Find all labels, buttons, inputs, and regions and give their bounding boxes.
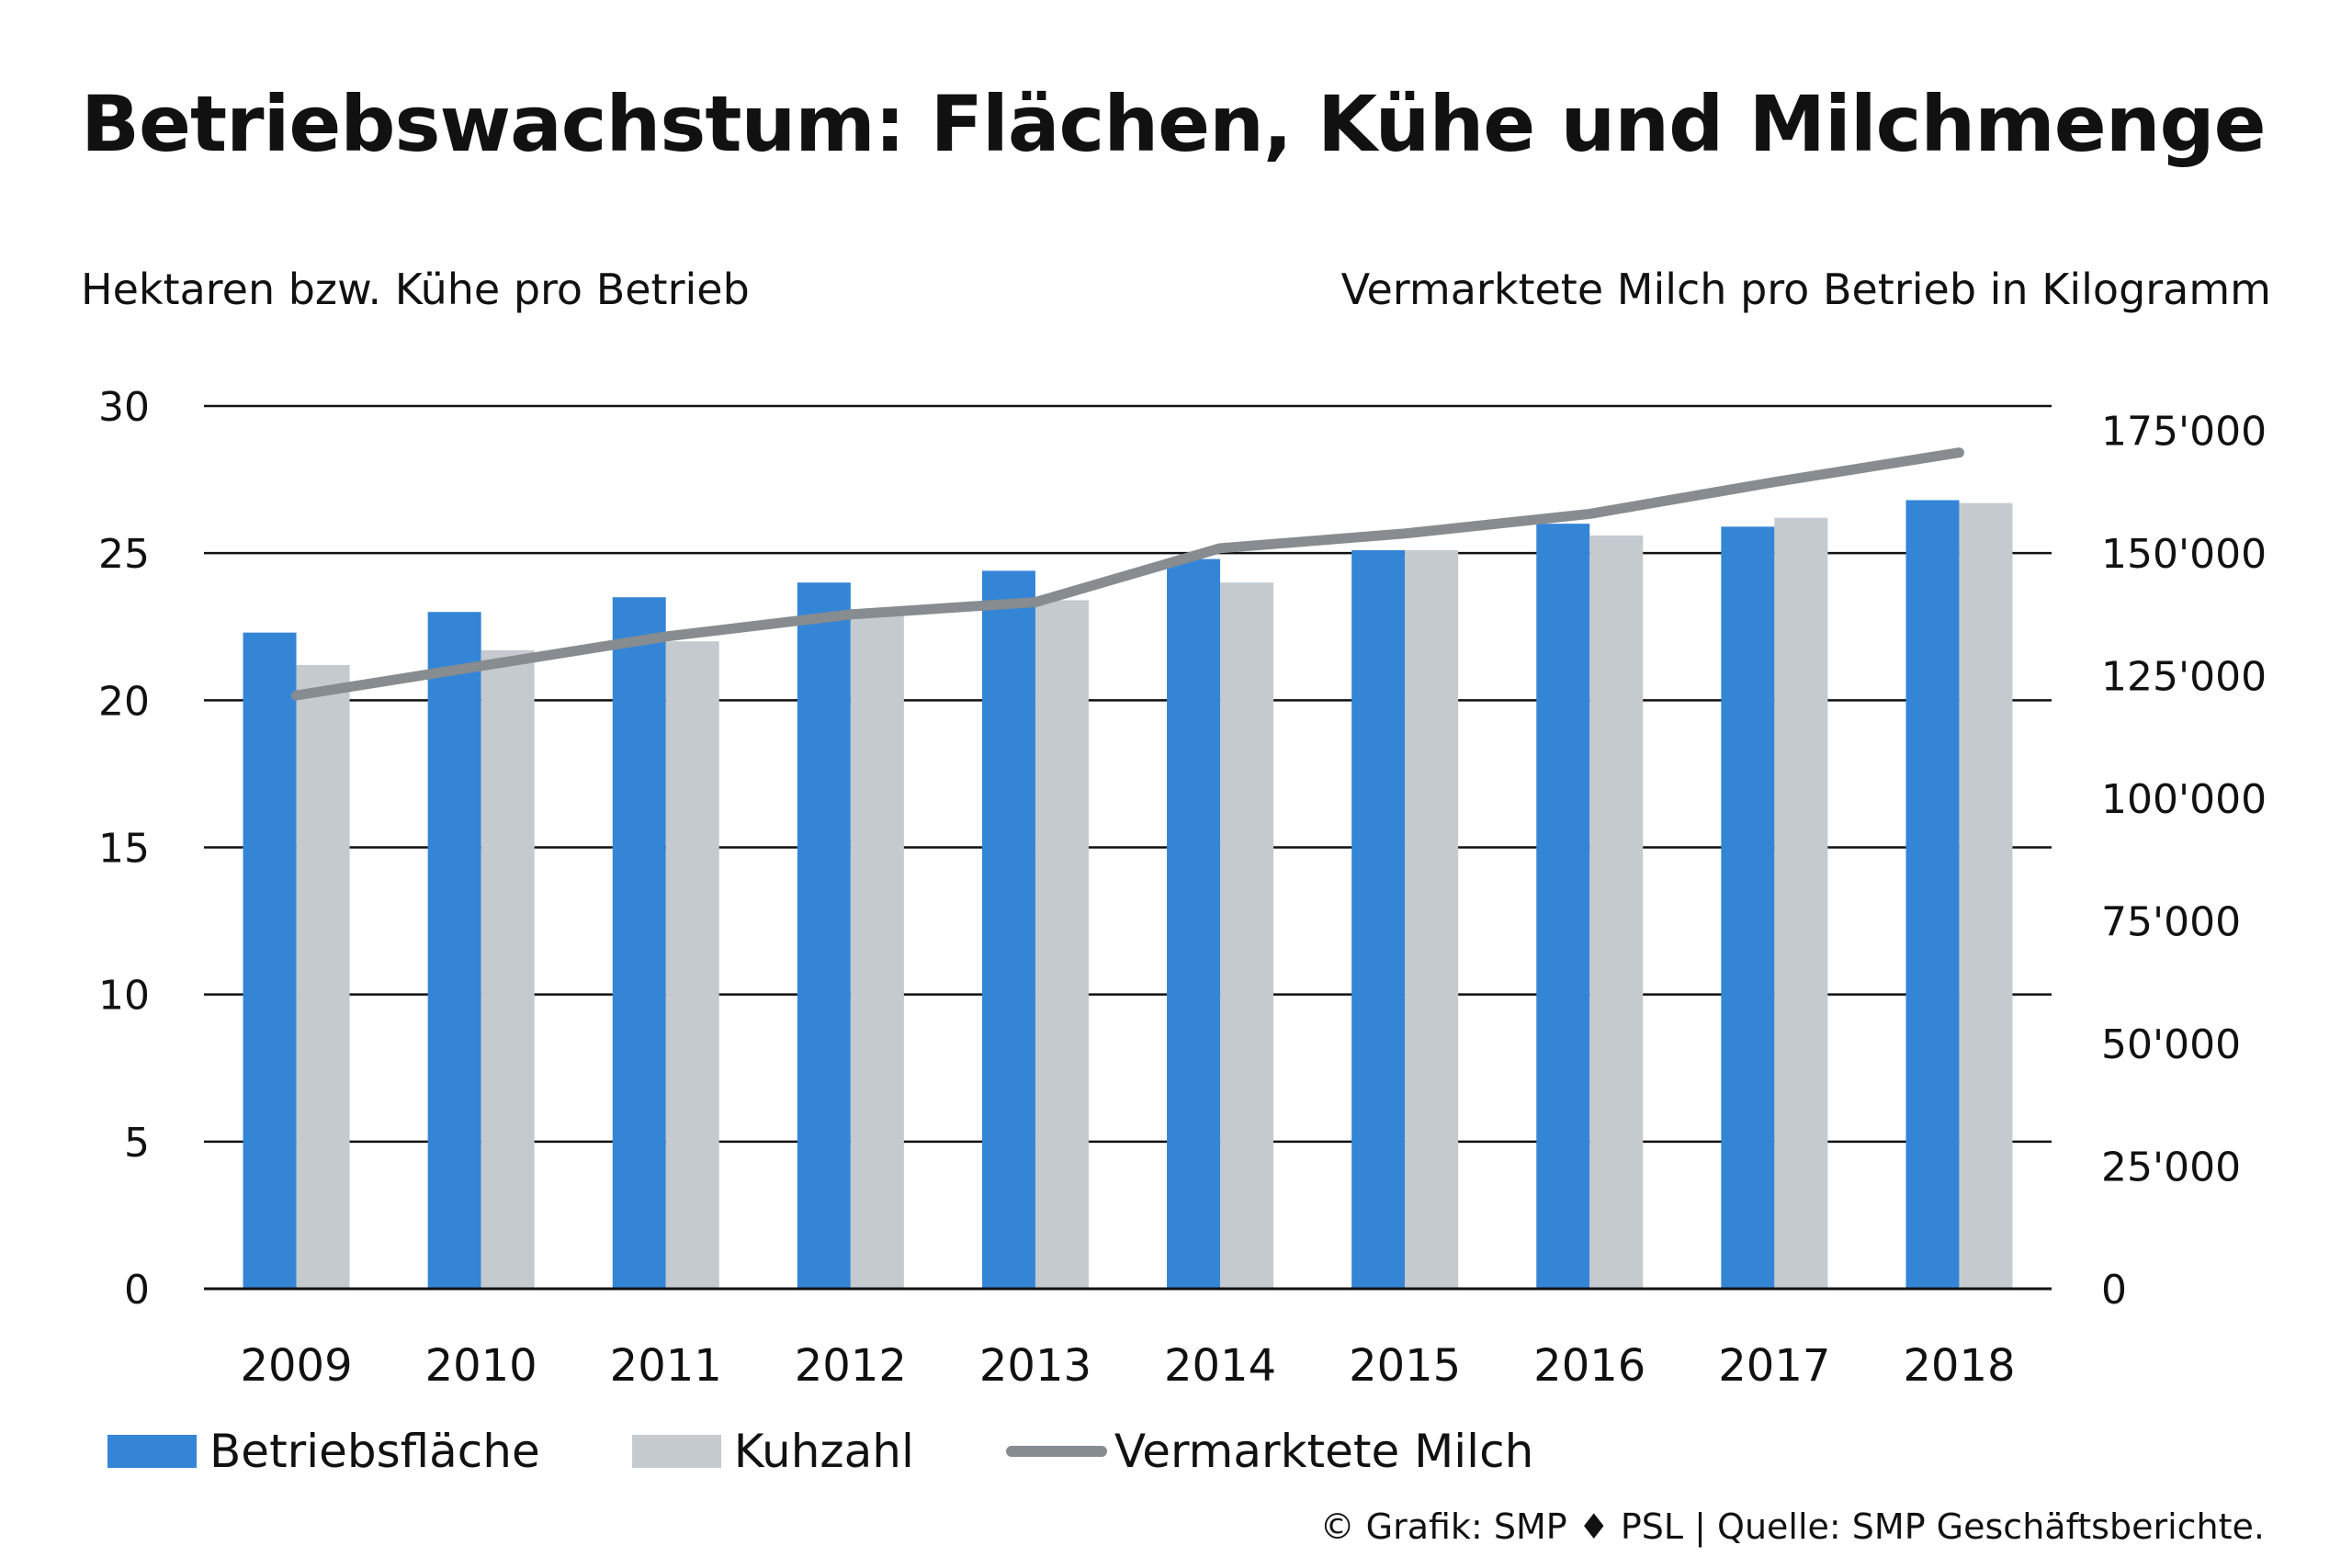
bar-betriebsflaeche xyxy=(1351,549,1406,1289)
legend-swatch-betriebsflaeche xyxy=(107,1435,197,1468)
y-tick-left: 15 xyxy=(98,826,150,873)
y-axis-label-left: Hektaren bzw. Kühe pro Betrieb xyxy=(81,265,750,314)
bar-betriebsflaeche xyxy=(1905,500,1960,1289)
bar-kuhzahl xyxy=(296,664,350,1289)
x-tick-label: 2009 xyxy=(240,1340,352,1392)
legend-item-kuhzahl: Kuhzahl xyxy=(631,1425,914,1478)
bar-kuhzahl xyxy=(1959,502,2013,1289)
legend: Betriebsfläche Kuhzahl Vermarktete Milch xyxy=(107,1419,1625,1483)
y-tick-right: 25'000 xyxy=(2101,1145,2241,1191)
bar-kuhzahl xyxy=(481,649,535,1289)
source-credit: © Grafik: SMP ♦ PSL | Quelle: SMP Geschä… xyxy=(1319,1506,2265,1547)
x-tick-label: 2013 xyxy=(979,1340,1091,1392)
y-tick-left: 0 xyxy=(124,1267,150,1314)
legend-item-betriebsflaeche: Betriebsfläche xyxy=(107,1425,540,1478)
y-tick-right: 100'000 xyxy=(2101,776,2267,823)
bar-kuhzahl xyxy=(1035,600,1089,1289)
y-tick-right: 150'000 xyxy=(2101,531,2267,578)
legend-swatch-kuhzahl xyxy=(631,1435,721,1468)
y-tick-left: 30 xyxy=(98,384,150,431)
x-tick-label: 2016 xyxy=(1533,1340,1645,1392)
bar-betriebsflaeche xyxy=(981,570,1035,1289)
x-tick-label: 2017 xyxy=(1718,1340,1830,1392)
bar-betriebsflaeche xyxy=(1721,526,1775,1289)
y-tick-right: 50'000 xyxy=(2101,1021,2241,1068)
y-axis-label-right: Vermarktete Milch pro Betrieb in Kilogra… xyxy=(1340,265,2271,314)
y-tick-left: 5 xyxy=(124,1120,150,1167)
bar-kuhzahl xyxy=(665,641,719,1289)
legend-label-betriebsflaeche: Betriebsfläche xyxy=(209,1425,540,1478)
y-tick-left: 25 xyxy=(98,531,150,578)
y-tick-left: 10 xyxy=(98,973,150,1020)
bar-betriebsflaeche xyxy=(797,582,851,1289)
bar-betriebsflaeche xyxy=(1536,524,1590,1289)
bar-betriebsflaeche xyxy=(1167,558,1221,1289)
y-tick-right: 0 xyxy=(2101,1267,2127,1314)
bar-betriebsflaeche xyxy=(612,597,666,1289)
bar-kuhzahl xyxy=(850,609,904,1289)
x-tick-label: 2010 xyxy=(425,1340,537,1392)
legend-swatch-milch xyxy=(1005,1446,1107,1457)
y-tick-right: 75'000 xyxy=(2101,899,2241,946)
x-tick-label: 2015 xyxy=(1349,1340,1461,1392)
x-tick-label: 2018 xyxy=(1903,1340,2015,1392)
bar-kuhzahl xyxy=(1220,582,1274,1289)
bar-kuhzahl xyxy=(1405,549,1459,1289)
y-tick-left: 20 xyxy=(98,678,150,725)
legend-label-kuhzahl: Kuhzahl xyxy=(733,1425,914,1478)
line-vermarktete-milch xyxy=(291,447,1964,701)
bar-kuhzahl xyxy=(1589,535,1644,1289)
x-tick-label: 2014 xyxy=(1164,1340,1276,1392)
y-tick-right: 125'000 xyxy=(2101,654,2267,701)
x-tick-label: 2011 xyxy=(610,1340,722,1392)
chart-title: Betriebswachstum: Flächen, Kühe und Milc… xyxy=(81,79,2267,169)
bar-kuhzahl xyxy=(1774,517,1828,1289)
y-tick-right: 175'000 xyxy=(2101,409,2267,456)
bar-betriebsflaeche xyxy=(427,612,481,1289)
legend-label-milch: Vermarktete Milch xyxy=(1114,1425,1534,1478)
x-tick-label: 2012 xyxy=(795,1340,907,1392)
legend-item-milch: Vermarktete Milch xyxy=(1005,1425,1534,1478)
bar-betriebsflaeche xyxy=(243,632,297,1289)
